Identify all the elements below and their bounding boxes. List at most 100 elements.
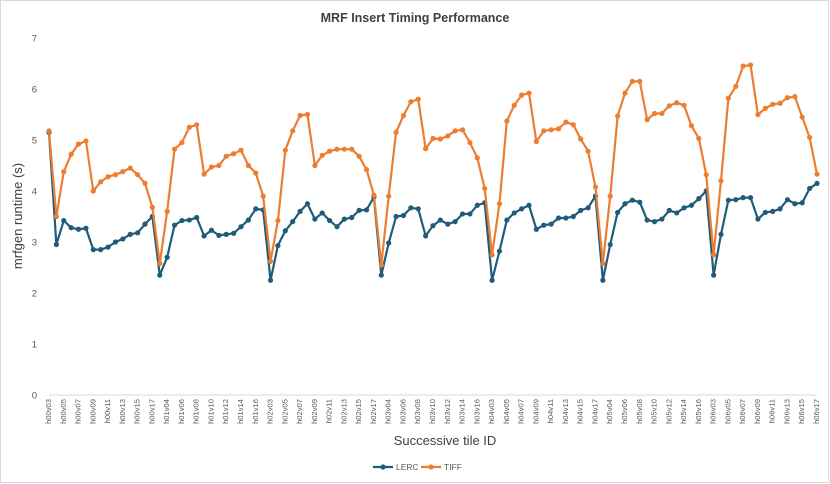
data-point-tiff [637, 78, 643, 84]
data-point-lerc [445, 221, 451, 227]
data-point-lerc [585, 205, 591, 211]
x-tick-label: h04v03 [487, 399, 496, 424]
data-point-tiff [615, 113, 621, 119]
data-point-lerc [666, 207, 672, 213]
data-point-tiff [349, 146, 355, 152]
data-point-lerc [282, 228, 288, 234]
x-tick-label: h01v14 [236, 399, 245, 424]
data-point-lerc [644, 217, 650, 223]
y-tick-labels: 0 1 2 3 4 5 6 7 [32, 34, 37, 402]
x-tick-label: h00v09 [88, 399, 97, 424]
data-point-tiff [814, 171, 820, 177]
data-point-lerc [459, 211, 466, 217]
data-point-lerc [201, 233, 207, 239]
data-point-lerc [637, 199, 643, 205]
data-point-tiff [711, 252, 717, 258]
x-tick-label: h04v17 [590, 399, 599, 424]
data-point-lerc [171, 222, 178, 228]
data-point-lerc [267, 277, 274, 283]
data-point-lerc [83, 225, 89, 231]
x-tick-label: h01v12 [221, 399, 230, 424]
x-tick-label: h03v08 [413, 399, 422, 424]
data-point-lerc [90, 247, 96, 253]
data-point-tiff [578, 136, 584, 142]
data-point-lerc [570, 213, 576, 220]
data-point-tiff [171, 146, 178, 152]
y-tick-label: 7 [32, 34, 37, 45]
x-tick-label: h02v03 [266, 399, 275, 424]
data-point-lerc [275, 242, 281, 249]
data-point-tiff [46, 128, 52, 134]
data-point-tiff [275, 217, 281, 224]
data-point-tiff [356, 153, 362, 159]
data-point-tiff [548, 127, 554, 133]
data-point-tiff [770, 101, 776, 107]
x-tick-label: h02v07 [295, 399, 304, 424]
data-point-lerc [578, 207, 584, 213]
data-point-tiff [105, 174, 111, 180]
data-point-tiff [245, 162, 251, 169]
data-point-lerc [563, 215, 569, 221]
x-tick-labels: h00v03 h00v05 h00v07 h00v09 h00v11 h00v13 h00v… [44, 399, 821, 424]
data-point-lerc [681, 205, 687, 211]
y-tick-label: 2 [32, 289, 37, 300]
data-point-lerc [747, 195, 754, 201]
data-point-tiff [430, 135, 436, 142]
x-tick-label: h02v15 [354, 399, 363, 424]
data-point-tiff [186, 124, 192, 130]
data-point-tiff [659, 110, 665, 117]
x-tick-label: h04v13 [561, 399, 570, 424]
data-point-tiff [415, 96, 421, 102]
data-point-tiff [696, 135, 702, 142]
x-tick-label: h05v04 [605, 399, 614, 424]
data-point-tiff [666, 103, 672, 109]
data-point-lerc [555, 215, 562, 221]
data-point-lerc [349, 214, 355, 221]
data-point-tiff [127, 165, 133, 171]
data-point-tiff [437, 136, 443, 142]
data-point-tiff [784, 95, 791, 101]
x-tick-label: h06v09 [753, 399, 762, 424]
data-point-tiff [799, 114, 805, 120]
data-point-lerc [105, 244, 111, 250]
data-point-lerc [341, 216, 347, 222]
series-line-tiff [47, 63, 819, 267]
x-tick-label: h05v12 [664, 399, 673, 424]
data-point-lerc [179, 217, 185, 224]
data-point-tiff [208, 164, 215, 170]
data-point-tiff [282, 147, 288, 153]
data-point-tiff [378, 262, 384, 268]
y-tick-label: 5 [32, 136, 37, 147]
data-point-lerc [659, 216, 665, 222]
data-point-lerc [356, 207, 362, 213]
data-point-tiff [194, 122, 200, 128]
data-point-lerc [400, 212, 407, 219]
data-point-lerc [245, 217, 251, 223]
data-point-lerc [733, 197, 739, 203]
data-point-tiff [622, 90, 628, 96]
data-point-lerc [807, 185, 813, 192]
data-point-tiff [733, 83, 739, 90]
data-point-tiff [386, 193, 392, 199]
data-point-lerc [68, 225, 74, 231]
x-tick-label: h02v17 [369, 399, 378, 424]
data-point-tiff [755, 111, 761, 118]
data-point-tiff [90, 188, 96, 194]
data-point-tiff [607, 193, 613, 199]
data-point-lerc [622, 201, 628, 207]
y-tick-label: 4 [32, 187, 37, 198]
data-point-lerc [238, 224, 244, 230]
data-point-lerc [696, 196, 702, 202]
data-point-tiff [445, 133, 451, 139]
x-tick-label: h06v15 [797, 399, 806, 424]
data-point-lerc [135, 230, 141, 236]
data-point-tiff [740, 63, 746, 69]
data-point-tiff [555, 126, 562, 132]
data-point-tiff [327, 148, 333, 154]
data-point-lerc [157, 272, 163, 278]
data-point-lerc [452, 219, 458, 225]
data-point-tiff [334, 146, 340, 152]
data-point-tiff [644, 117, 650, 123]
data-point-lerc [437, 217, 443, 223]
